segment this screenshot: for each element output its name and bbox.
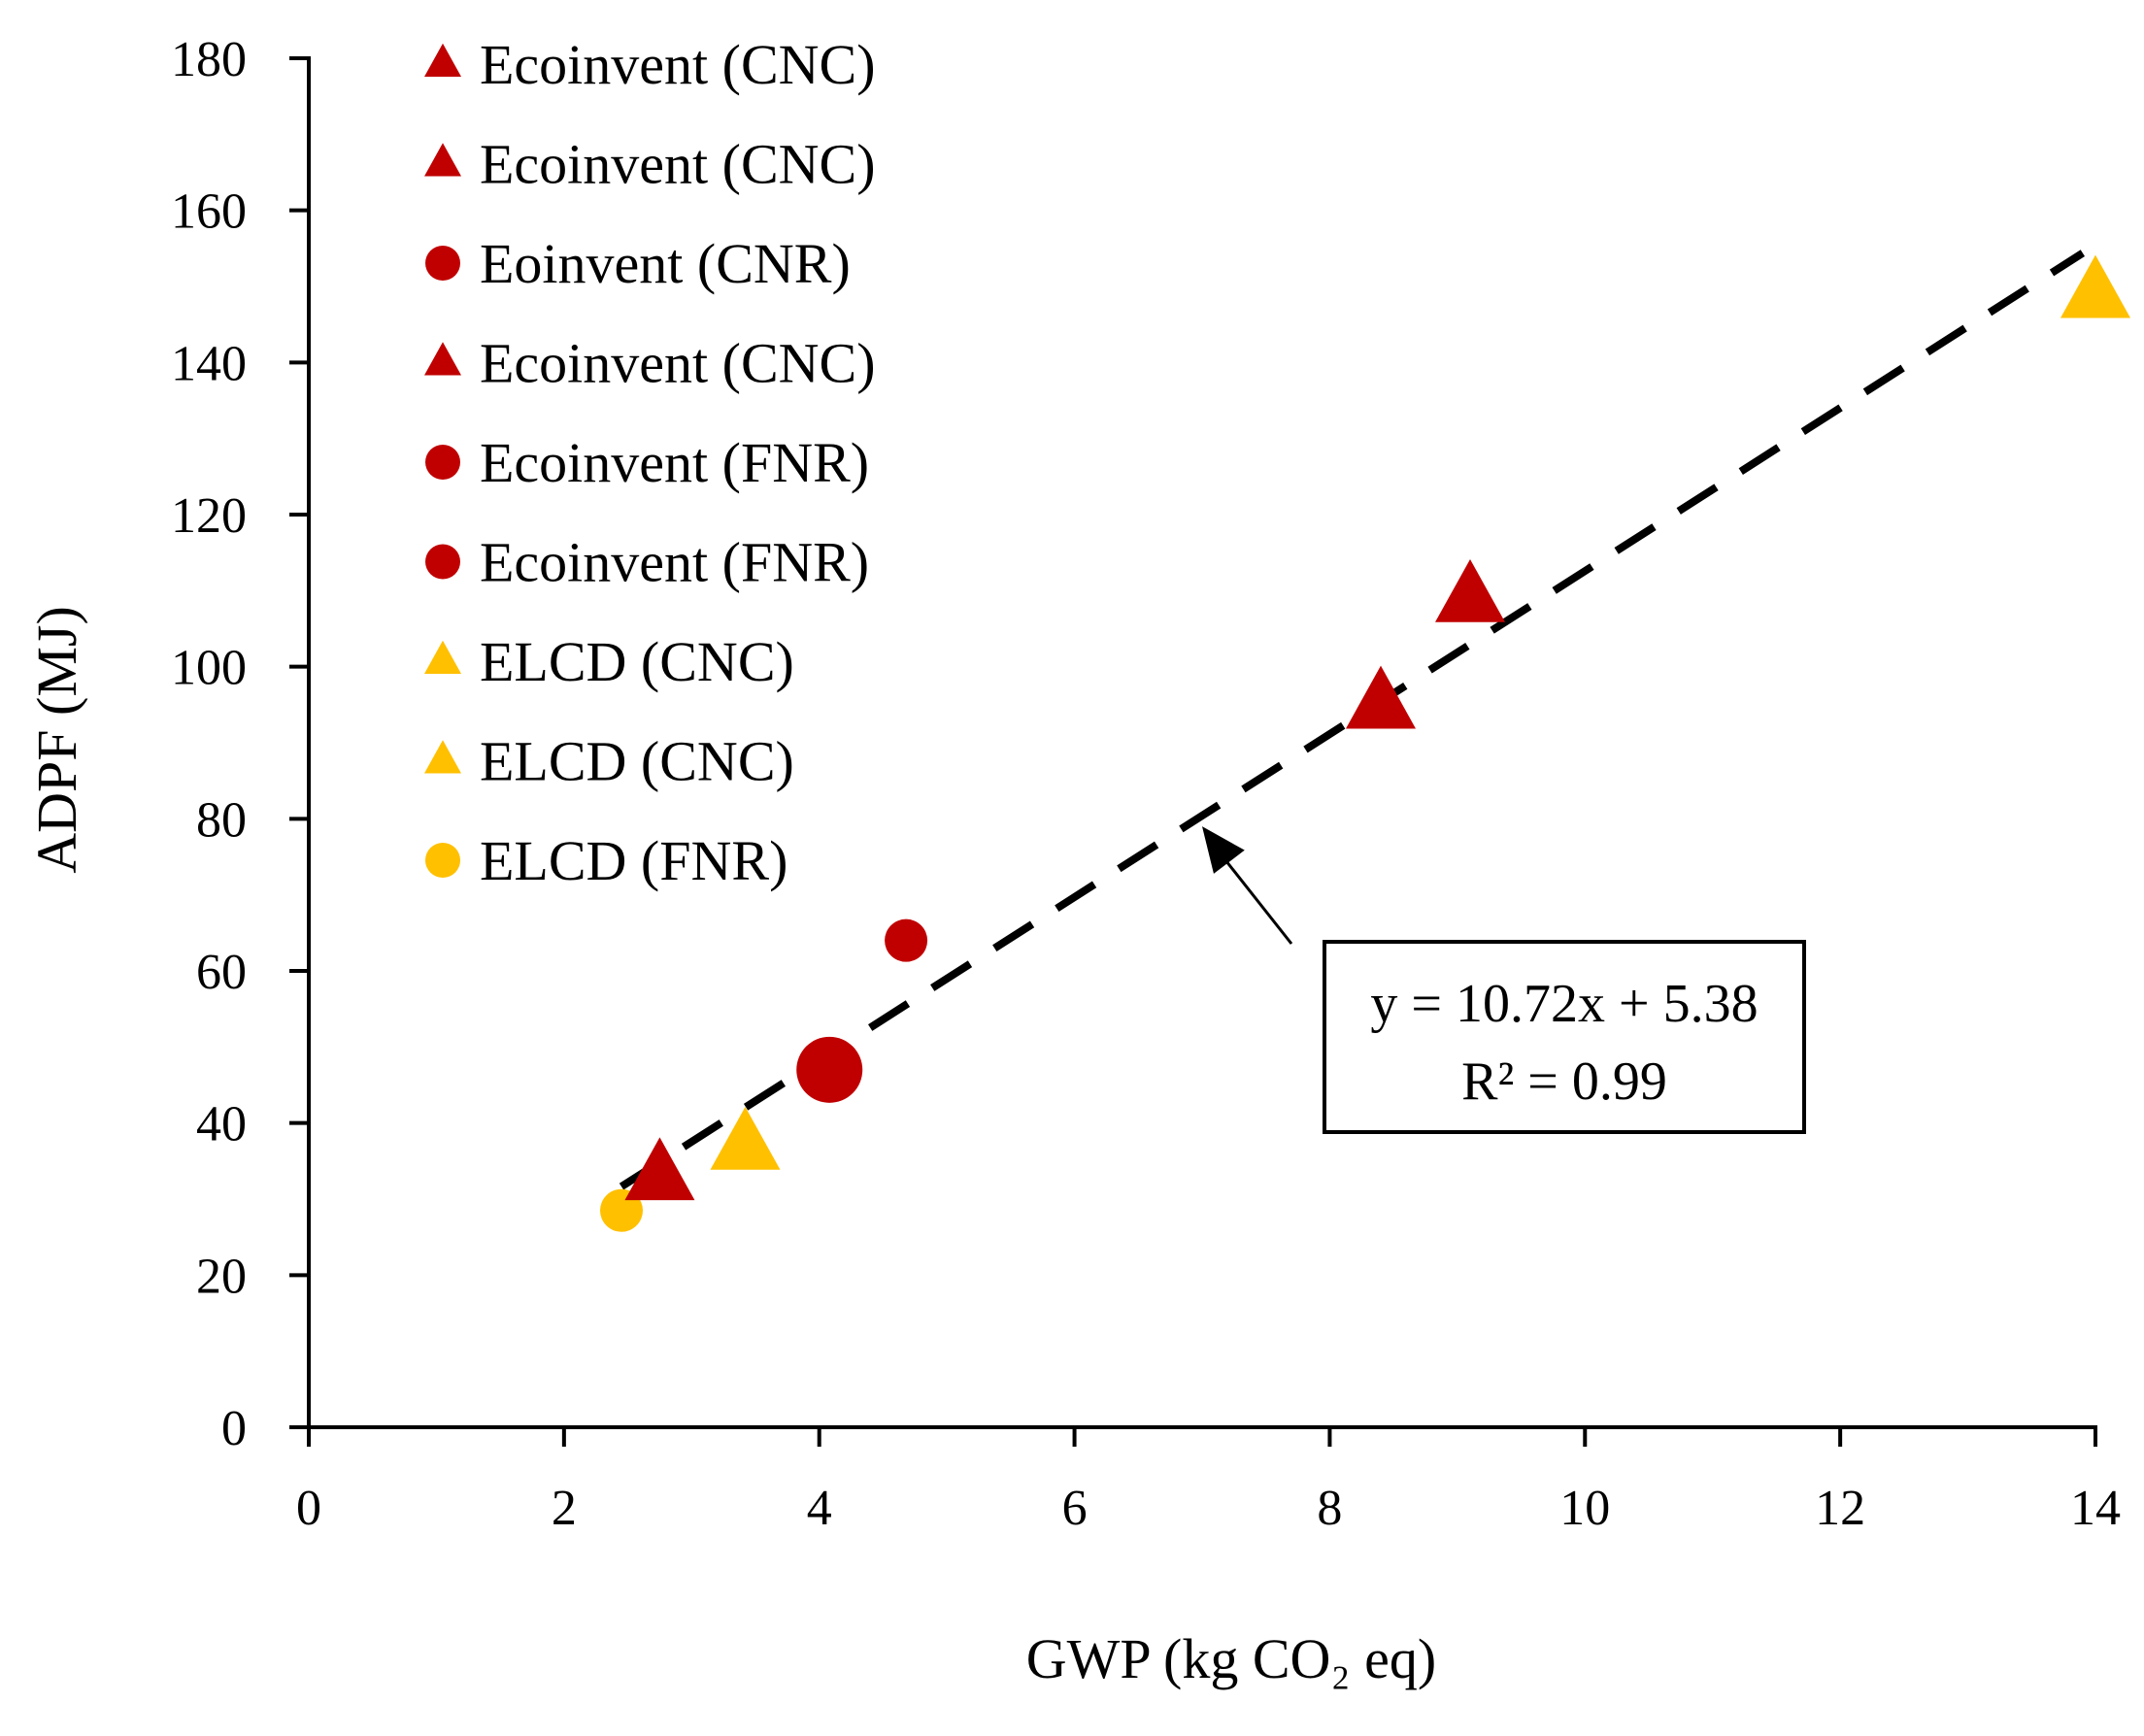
data-points bbox=[600, 254, 2130, 1232]
legend-label: ELCD (FNR) bbox=[480, 829, 787, 892]
legend-marker-triangle bbox=[424, 342, 461, 376]
legend: Ecoinvent (CNC) Ecoinvent (CNC) Eoinvent (… bbox=[424, 33, 876, 892]
y-tick-label: 140 bbox=[171, 336, 247, 391]
legend-marker-circle bbox=[425, 843, 460, 878]
legend-label: Ecoinvent (CNC) bbox=[480, 332, 876, 395]
legend-label: ELCD (CNC) bbox=[480, 630, 794, 693]
legend-marker-triangle bbox=[424, 640, 461, 674]
legend-label: Ecoinvent (CNC) bbox=[480, 33, 876, 96]
data-point-triangle bbox=[2060, 254, 2130, 318]
legend-label: Eoinvent (CNR) bbox=[480, 232, 851, 295]
legend-marker-triangle bbox=[424, 740, 461, 774]
y-tick-label: 160 bbox=[171, 184, 247, 240]
legend-marker-circle bbox=[425, 544, 460, 580]
trendline-equation: y = 10.72x + 5.38 bbox=[1370, 974, 1758, 1034]
x-ticks: 0 2 4 6 8 10 12 14 bbox=[296, 1427, 2121, 1536]
x-tick-label: 14 bbox=[2070, 1481, 2121, 1536]
axes bbox=[307, 56, 2097, 1429]
annotation-arrowhead bbox=[1202, 826, 1245, 874]
legend-label: Ecoinvent (FNR) bbox=[480, 531, 869, 594]
y-tick-label: 40 bbox=[196, 1097, 247, 1152]
x-tick-label: 6 bbox=[1062, 1481, 1088, 1536]
x-tick-label: 10 bbox=[1559, 1481, 1610, 1536]
legend-label: Ecoinvent (FNR) bbox=[480, 431, 869, 494]
equation-annotation: y = 10.72x + 5.38 R² = 0.99 bbox=[1323, 940, 1806, 1134]
trendline bbox=[619, 250, 2086, 1190]
y-tick-label: 120 bbox=[171, 488, 247, 544]
x-tick-label: 0 bbox=[296, 1481, 321, 1536]
y-tick-label: 100 bbox=[171, 641, 247, 696]
legend-marker-circle bbox=[425, 246, 460, 281]
data-point-circle bbox=[796, 1036, 863, 1103]
x-axis-title: GWP (kg CO₂ eq) bbox=[1026, 1627, 1436, 1690]
r-squared-label: R² = 0.99 bbox=[1461, 1052, 1667, 1112]
y-tick-label: 80 bbox=[196, 792, 247, 848]
equation-box bbox=[1323, 940, 1806, 1134]
x-tick-label: 2 bbox=[552, 1481, 577, 1536]
y-tick-label: 60 bbox=[196, 945, 247, 1000]
x-tick-label: 8 bbox=[1317, 1481, 1342, 1536]
data-point-triangle bbox=[1346, 665, 1416, 729]
x-tick-label: 12 bbox=[1815, 1481, 1865, 1536]
y-axis-title: ADPF (MJ) bbox=[25, 606, 88, 874]
legend-marker-triangle bbox=[424, 43, 461, 77]
legend-marker-circle bbox=[425, 445, 460, 480]
legend-label: ELCD (CNC) bbox=[480, 730, 794, 793]
annotation-arrow-line bbox=[1214, 847, 1293, 945]
trendline-group bbox=[619, 250, 2086, 1190]
data-point-triangle bbox=[1435, 558, 1505, 622]
x-tick-label: 4 bbox=[807, 1481, 832, 1536]
y-tick-label: 180 bbox=[171, 32, 247, 87]
legend-marker-triangle bbox=[424, 143, 461, 177]
data-point-circle bbox=[885, 918, 928, 962]
y-tick-label: 0 bbox=[221, 1401, 247, 1456]
data-point-triangle bbox=[624, 1137, 695, 1201]
y-tick-label: 20 bbox=[196, 1249, 247, 1304]
legend-label: Ecoinvent (CNC) bbox=[480, 133, 876, 196]
data-point-triangle bbox=[710, 1106, 781, 1170]
y-ticks: 0 20 40 60 80 100 120 140 160 180 bbox=[171, 32, 309, 1456]
